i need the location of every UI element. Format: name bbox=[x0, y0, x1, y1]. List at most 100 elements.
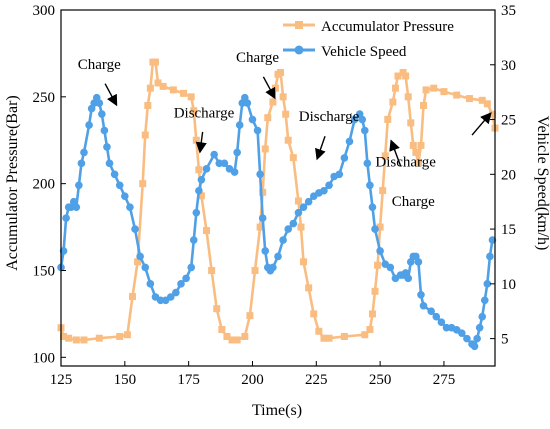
annotation-layer: Charge Discharge Charge Discharge Discharge C… bbox=[78, 50, 492, 210]
data-point-speed bbox=[299, 203, 308, 211]
data-point-pressure bbox=[366, 326, 374, 334]
data-point-speed bbox=[386, 263, 395, 272]
data-point-pressure bbox=[282, 110, 290, 118]
data-point-speed bbox=[258, 214, 267, 222]
y-right-tick-label: 35 bbox=[501, 3, 516, 19]
data-point-pressure bbox=[310, 310, 318, 318]
data-point-speed bbox=[141, 263, 150, 272]
data-point-speed bbox=[243, 99, 252, 107]
data-point-pressure bbox=[128, 293, 136, 301]
data-point-speed bbox=[166, 293, 175, 301]
data-point-pressure bbox=[297, 223, 305, 231]
data-point-pressure bbox=[315, 327, 323, 335]
data-point-speed bbox=[177, 280, 185, 288]
data-point-pressure bbox=[279, 93, 287, 101]
x-tick-label: 200 bbox=[241, 372, 264, 388]
data-point-pressure bbox=[422, 86, 430, 94]
data-point-pressure bbox=[289, 154, 297, 162]
data-point-pressure bbox=[300, 258, 308, 266]
data-point-speed bbox=[427, 307, 435, 316]
data-point-pressure bbox=[391, 84, 399, 92]
data-point-pressure bbox=[394, 72, 402, 80]
data-point-speed bbox=[345, 137, 354, 146]
data-point-pressure bbox=[169, 86, 177, 94]
data-point-pressure bbox=[251, 266, 259, 274]
data-point-speed bbox=[371, 225, 379, 233]
data-point-speed bbox=[480, 296, 489, 305]
data-point-speed bbox=[486, 252, 494, 261]
y-right-tick-label: 25 bbox=[501, 113, 516, 129]
legend: Accumulator Pressure Vehicle Speed bbox=[283, 19, 454, 60]
data-point-pressure bbox=[72, 336, 80, 344]
data-point-pressure bbox=[95, 334, 103, 342]
data-point-pressure bbox=[144, 102, 152, 110]
data-point-pressure bbox=[402, 72, 410, 80]
data-point-pressure bbox=[154, 79, 162, 87]
data-point-pressure bbox=[384, 115, 392, 123]
data-point-speed bbox=[121, 192, 129, 201]
data-point-speed bbox=[100, 126, 109, 135]
y-right-tick-label: 10 bbox=[501, 277, 516, 293]
data-point-pressure bbox=[259, 188, 267, 196]
data-point-pressure bbox=[80, 336, 88, 344]
y-right-tick-label: 5 bbox=[501, 332, 509, 348]
data-point-speed bbox=[210, 150, 218, 159]
data-point-pressure bbox=[374, 261, 382, 269]
data-point-pressure bbox=[246, 312, 254, 320]
x-axis-title: Time(s) bbox=[252, 402, 302, 419]
data-point-pressure bbox=[218, 326, 226, 334]
data-point-speed bbox=[404, 274, 413, 283]
data-point-speed bbox=[59, 247, 68, 255]
data-point-speed bbox=[146, 280, 155, 288]
data-point-speed bbox=[366, 181, 374, 190]
data-point-pressure bbox=[389, 98, 397, 106]
data-point-speed bbox=[75, 181, 83, 190]
data-point-pressure bbox=[368, 310, 376, 318]
data-point-pressure bbox=[488, 110, 496, 118]
data-point-speed bbox=[279, 236, 287, 244]
data-point-pressure bbox=[453, 91, 461, 99]
data-point-pressure bbox=[340, 332, 348, 340]
data-point-pressure bbox=[277, 69, 285, 77]
x-tick-label: 225 bbox=[305, 372, 328, 388]
data-point-pressure bbox=[440, 88, 448, 96]
data-point-pressure bbox=[465, 95, 473, 103]
data-point-speed bbox=[230, 168, 239, 176]
data-point-pressure bbox=[320, 334, 328, 342]
data-point-pressure bbox=[256, 223, 264, 231]
annotation-arrow bbox=[471, 112, 492, 136]
y-left-tick-label: 300 bbox=[33, 3, 56, 19]
annotation-label: Charge bbox=[392, 194, 435, 210]
data-point-pressure bbox=[412, 148, 420, 156]
data-point-pressure bbox=[159, 82, 167, 90]
data-point-speed bbox=[350, 115, 359, 124]
y-axis-left-title: Accumulator Pressure(Bar) bbox=[4, 95, 21, 271]
data-point-speed bbox=[115, 181, 124, 190]
data-point-pressure bbox=[180, 89, 188, 97]
data-point-pressure bbox=[192, 136, 200, 144]
data-point-pressure bbox=[284, 136, 292, 144]
annotation-label: Discharge bbox=[174, 106, 235, 122]
data-point-speed bbox=[80, 148, 88, 157]
data-point-speed bbox=[488, 236, 497, 244]
data-point-speed bbox=[98, 110, 106, 118]
data-point-speed bbox=[473, 334, 481, 343]
data-point-pressure bbox=[264, 114, 272, 122]
data-point-speed bbox=[248, 115, 257, 124]
data-point-speed bbox=[335, 170, 344, 179]
y-axis-right-title: Vehicle Speed(km/h) bbox=[534, 116, 550, 251]
annotation-label: Discharge bbox=[299, 109, 360, 125]
data-point-pressure bbox=[151, 58, 159, 66]
data-point-pressure bbox=[417, 141, 425, 149]
data-point-pressure bbox=[261, 145, 269, 153]
annotation-label: Charge bbox=[78, 57, 121, 73]
data-point-speed bbox=[274, 252, 282, 261]
data-point-pressure bbox=[241, 332, 249, 340]
data-point-speed bbox=[294, 208, 303, 217]
data-point-speed bbox=[304, 197, 313, 206]
data-point-speed bbox=[483, 280, 492, 288]
data-point-speed bbox=[320, 186, 328, 195]
data-point-pressure bbox=[269, 98, 277, 106]
annotation-label: Discharge bbox=[375, 154, 436, 170]
x-tick-label: 150 bbox=[114, 372, 137, 388]
